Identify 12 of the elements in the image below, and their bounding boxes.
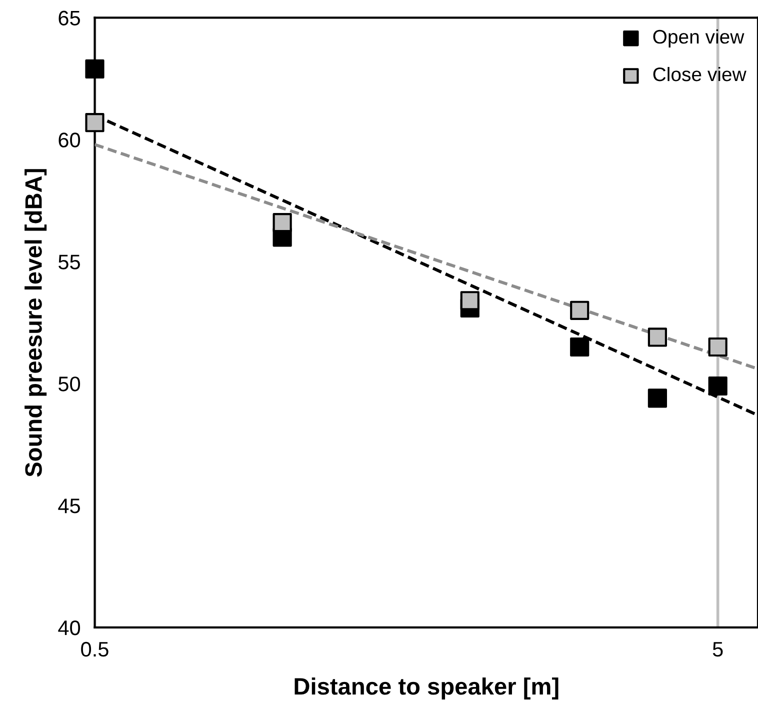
y-tick-label: 45 <box>58 498 80 514</box>
y-axis-title: Sound preesure level [dBA] <box>24 169 47 477</box>
legend-label: Close view <box>653 66 746 82</box>
x-axis-title: Distance to speaker [m] <box>294 677 558 700</box>
x-tick-label: 0.5 <box>81 642 108 657</box>
y-tick-label: 55 <box>58 254 80 270</box>
legend-label: Open view <box>653 29 744 48</box>
y-tick-label: 65 <box>58 10 80 26</box>
x-tick-label: 5 <box>712 642 723 657</box>
y-tick-label: 50 <box>58 376 80 392</box>
y-tick-label: 40 <box>58 620 80 636</box>
y-tick-label: 60 <box>58 132 80 148</box>
